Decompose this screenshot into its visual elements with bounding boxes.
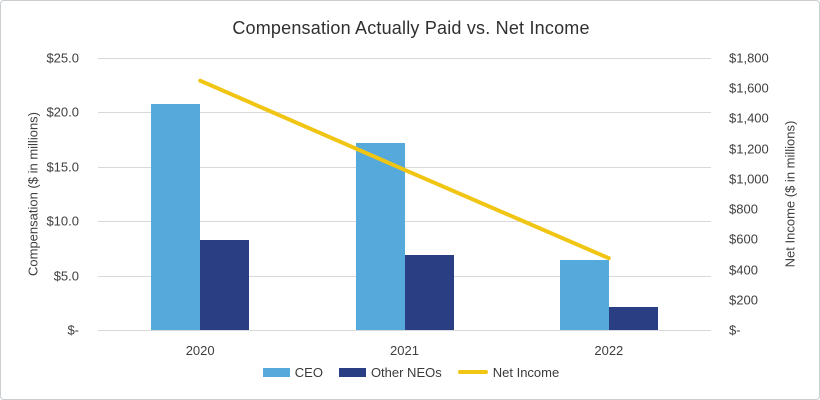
right-tick-label: $1,800	[729, 50, 769, 66]
ceo-series-swatch	[262, 367, 290, 377]
ceo-bar-2022	[559, 260, 609, 330]
gridline	[98, 167, 711, 168]
x-axis-label-2021: 2021	[390, 343, 419, 358]
left-tick-label: $5.0	[53, 268, 79, 284]
gridline	[98, 58, 711, 59]
net-income-line	[198, 78, 611, 261]
plot-area	[98, 58, 711, 331]
right-axis-ticks: $1,800 $1,600 $1,400 $1,200 $1,000 $800 $600 $4…	[729, 51, 799, 338]
left-tick-label: $-	[67, 322, 79, 338]
legend-label-other-neos: Other NEOs	[370, 364, 442, 380]
right-tick-label: $1,600	[729, 80, 769, 96]
other-neos-bar-2022	[608, 307, 658, 330]
gridline	[98, 330, 711, 331]
right-tick-label: $-	[729, 322, 741, 338]
legend-item-other-neos: Other NEOs	[338, 364, 442, 380]
legend-label-net-income: Net Income	[492, 364, 560, 380]
ceo-bar-2020	[151, 103, 201, 330]
left-tick-label: $10.0	[46, 213, 79, 229]
right-tick-label: $1,000	[729, 171, 769, 187]
x-axis-label-2020: 2020	[185, 343, 215, 358]
other-neos-series-swatch	[338, 367, 366, 377]
gridline	[98, 112, 711, 113]
other-neos-bar-2021	[404, 254, 454, 330]
legend: CEO Other NEOs Net Income	[1, 362, 819, 382]
right-tick-label: $600	[729, 231, 758, 247]
right-tick-label: $800	[729, 201, 758, 217]
other-neos-bar-2020	[200, 239, 250, 330]
legend-item-net-income: Net Income	[457, 364, 560, 380]
right-tick-label: $1,400	[729, 110, 769, 126]
net-income-series-swatch	[457, 370, 488, 374]
left-axis-ticks: $25.0 $20.0 $15.0 $10.0 $5.0 $-	[1, 51, 81, 338]
left-tick-label: $25.0	[46, 50, 79, 66]
left-tick-label: $20.0	[46, 104, 79, 120]
right-tick-label: $400	[729, 262, 758, 278]
chart-title: Compensation Actually Paid vs. Net Incom…	[232, 18, 590, 38]
x-axis-labels: 2020 2021 2022	[98, 341, 711, 359]
gridline	[98, 221, 711, 222]
legend-item-ceo: CEO	[262, 364, 323, 380]
legend-label-ceo: CEO	[294, 364, 323, 380]
right-tick-label: $200	[729, 292, 758, 308]
left-tick-label: $15.0	[46, 159, 79, 175]
right-tick-label: $1,200	[729, 141, 769, 157]
x-axis-label-2022: 2022	[594, 343, 624, 358]
ceo-bar-2021	[355, 142, 405, 330]
